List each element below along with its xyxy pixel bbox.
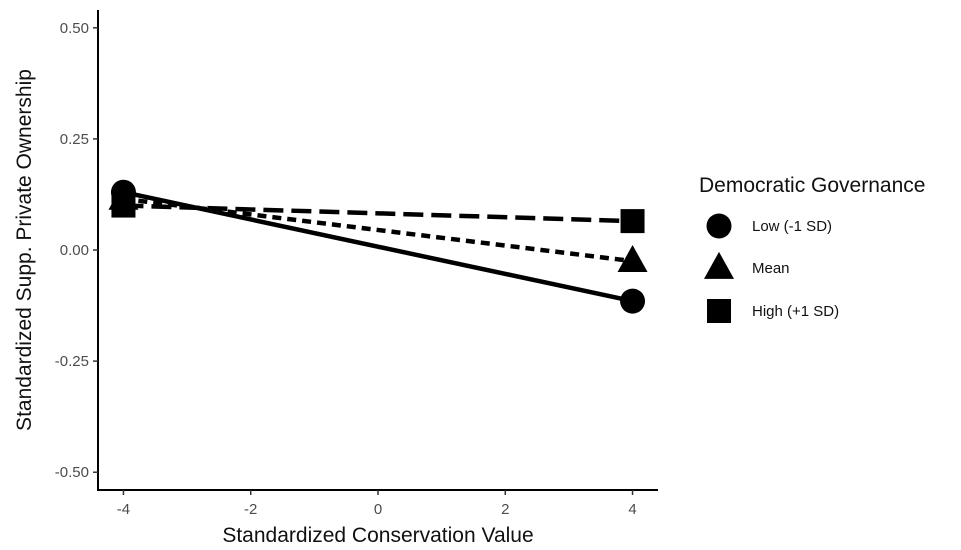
legend-square-icon — [707, 299, 731, 323]
legend-title: Democratic Governance — [699, 174, 925, 197]
legend-item: Low (-1 SD) — [706, 213, 832, 239]
series-line-triangle — [123, 196, 633, 264]
legend-item-label: High (+1 SD) — [752, 303, 839, 320]
point-square — [111, 193, 136, 218]
legend: Democratic Governance Low (-1 SD) Mean Hig… — [699, 174, 925, 323]
x-tick-label: -4 — [117, 501, 130, 518]
x-tick-label: 0 — [374, 501, 382, 518]
axes: 0.50 0.25 0.00 -0.25 -0.50 -4 -2 0 2 4 — [55, 10, 658, 518]
legend-item-label: Mean — [752, 260, 790, 277]
y-tick-label: -0.50 — [55, 464, 89, 481]
y-tick-label: -0.25 — [55, 353, 89, 370]
point-circle — [620, 288, 646, 314]
y-axis-title: Standardized Supp. Private Ownership — [13, 69, 36, 431]
point-triangle — [617, 244, 648, 273]
legend-circle-icon — [706, 213, 732, 239]
series-line-square — [123, 203, 633, 224]
legend-item-label: Low (-1 SD) — [752, 218, 832, 235]
x-tick-label: 2 — [501, 501, 509, 518]
series-lines — [122, 190, 634, 304]
legend-triangle-icon — [704, 251, 734, 279]
series-markers — [108, 179, 648, 314]
legend-item: High (+1 SD) — [707, 299, 839, 323]
y-tick-label: 0.00 — [60, 242, 89, 259]
point-square — [620, 209, 645, 234]
x-tick-label: 4 — [628, 501, 636, 518]
y-tick-label: 0.25 — [60, 131, 89, 148]
x-axis-title: Standardized Conservation Value — [222, 524, 533, 547]
y-tick-label: 0.50 — [60, 20, 89, 37]
legend-item: Mean — [704, 251, 790, 279]
x-tick-label: -2 — [244, 501, 257, 518]
